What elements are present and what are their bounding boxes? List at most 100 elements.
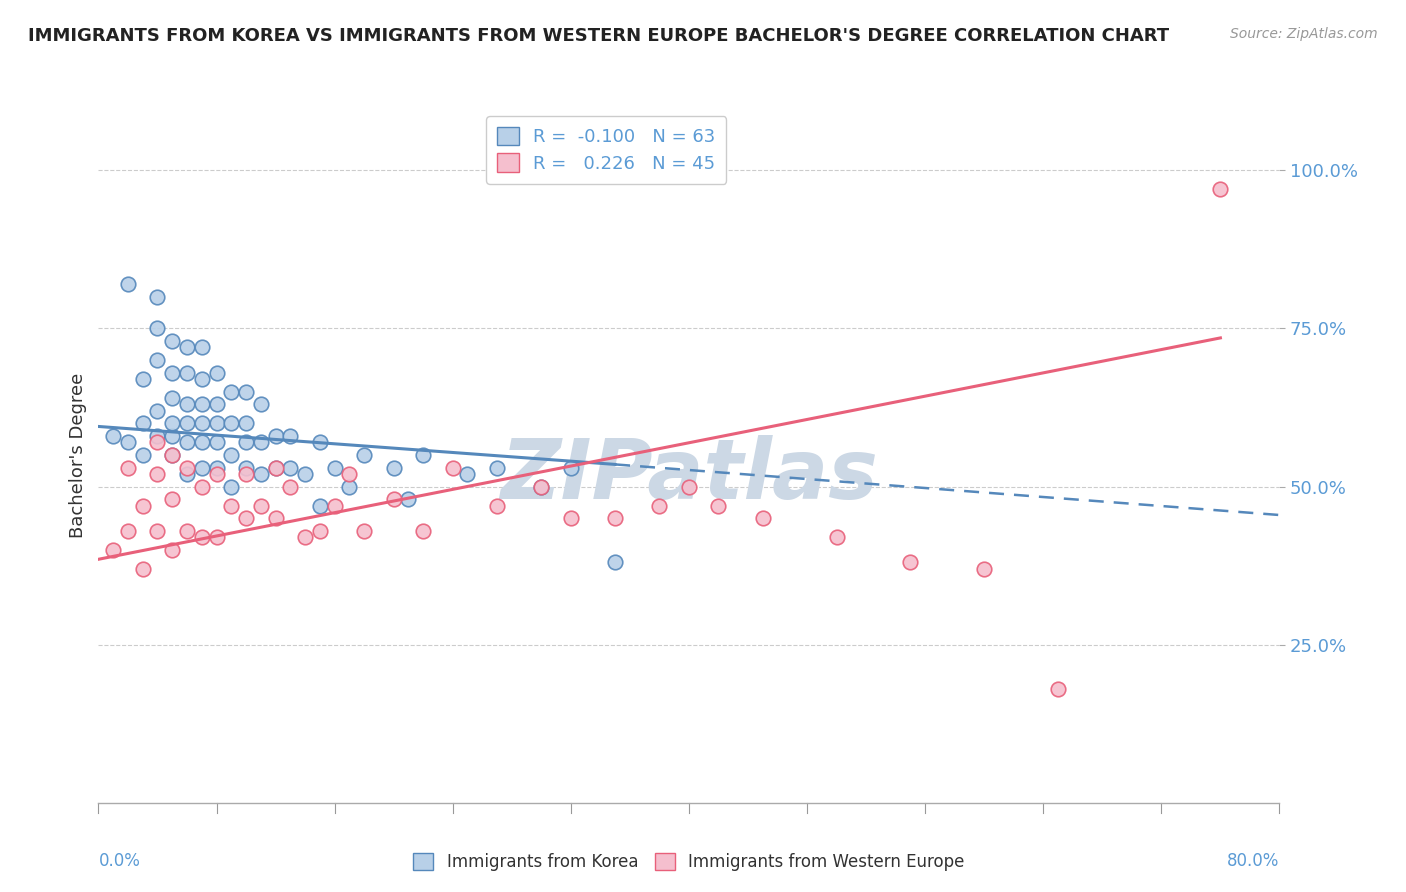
Point: [250, 435, 273, 450]
Point: [162, 492, 183, 507]
Point: [337, 467, 360, 481]
Point: [191, 397, 214, 411]
Point: [353, 524, 375, 538]
Point: [337, 479, 360, 493]
Point: [250, 499, 273, 513]
Point: [146, 524, 169, 538]
Point: [162, 429, 183, 443]
Point: [103, 542, 125, 557]
Point: [456, 467, 478, 481]
Point: [162, 448, 183, 462]
Point: [605, 511, 627, 525]
Point: [132, 417, 155, 431]
Point: [146, 353, 169, 368]
Point: [117, 460, 139, 475]
Point: [1046, 681, 1069, 696]
Text: Source: ZipAtlas.com: Source: ZipAtlas.com: [1230, 27, 1378, 41]
Point: [605, 556, 627, 570]
Point: [323, 499, 346, 513]
Point: [176, 524, 198, 538]
Point: [353, 448, 375, 462]
Point: [132, 372, 155, 386]
Point: [205, 417, 228, 431]
Point: [323, 460, 346, 475]
Point: [707, 499, 730, 513]
Point: [219, 417, 242, 431]
Point: [162, 391, 183, 405]
Point: [176, 417, 198, 431]
Point: [162, 542, 183, 557]
Point: [264, 460, 287, 475]
Point: [205, 435, 228, 450]
Point: [176, 340, 198, 354]
Point: [132, 562, 155, 576]
Point: [530, 479, 553, 493]
Point: [191, 340, 214, 354]
Point: [264, 460, 287, 475]
Point: [294, 530, 316, 544]
Point: [264, 429, 287, 443]
Point: [146, 403, 169, 417]
Point: [132, 499, 155, 513]
Point: [382, 492, 405, 507]
Point: [146, 321, 169, 335]
Point: [219, 499, 242, 513]
Point: [751, 511, 773, 525]
Point: [678, 479, 700, 493]
Point: [235, 467, 257, 481]
Point: [412, 524, 434, 538]
Point: [278, 429, 302, 443]
Point: [235, 384, 257, 399]
Text: 80.0%: 80.0%: [1227, 852, 1279, 870]
Point: [146, 290, 169, 304]
Point: [441, 460, 464, 475]
Point: [235, 435, 257, 450]
Point: [294, 467, 316, 481]
Point: [486, 460, 509, 475]
Point: [560, 460, 582, 475]
Point: [1209, 182, 1232, 196]
Point: [560, 511, 582, 525]
Point: [176, 435, 198, 450]
Point: [219, 384, 242, 399]
Point: [264, 511, 287, 525]
Point: [176, 460, 198, 475]
Point: [162, 448, 183, 462]
Point: [191, 417, 214, 431]
Point: [205, 460, 228, 475]
Point: [250, 397, 273, 411]
Point: [176, 397, 198, 411]
Point: [278, 479, 302, 493]
Point: [191, 530, 214, 544]
Point: [973, 562, 995, 576]
Point: [250, 467, 273, 481]
Point: [396, 492, 419, 507]
Point: [235, 417, 257, 431]
Point: [205, 397, 228, 411]
Text: 0.0%: 0.0%: [98, 852, 141, 870]
Point: [117, 524, 139, 538]
Point: [191, 372, 214, 386]
Point: [191, 435, 214, 450]
Point: [117, 435, 139, 450]
Point: [191, 460, 214, 475]
Point: [176, 366, 198, 380]
Point: [103, 429, 125, 443]
Point: [309, 524, 332, 538]
Text: ZIPatlas: ZIPatlas: [501, 435, 877, 516]
Point: [146, 467, 169, 481]
Point: [162, 334, 183, 348]
Point: [825, 530, 848, 544]
Point: [235, 460, 257, 475]
Point: [146, 429, 169, 443]
Point: [309, 499, 332, 513]
Point: [146, 435, 169, 450]
Text: IMMIGRANTS FROM KOREA VS IMMIGRANTS FROM WESTERN EUROPE BACHELOR'S DEGREE CORREL: IMMIGRANTS FROM KOREA VS IMMIGRANTS FROM…: [28, 27, 1170, 45]
Point: [117, 277, 139, 292]
Point: [205, 530, 228, 544]
Point: [530, 479, 553, 493]
Point: [900, 556, 922, 570]
Point: [162, 366, 183, 380]
Point: [132, 448, 155, 462]
Point: [219, 448, 242, 462]
